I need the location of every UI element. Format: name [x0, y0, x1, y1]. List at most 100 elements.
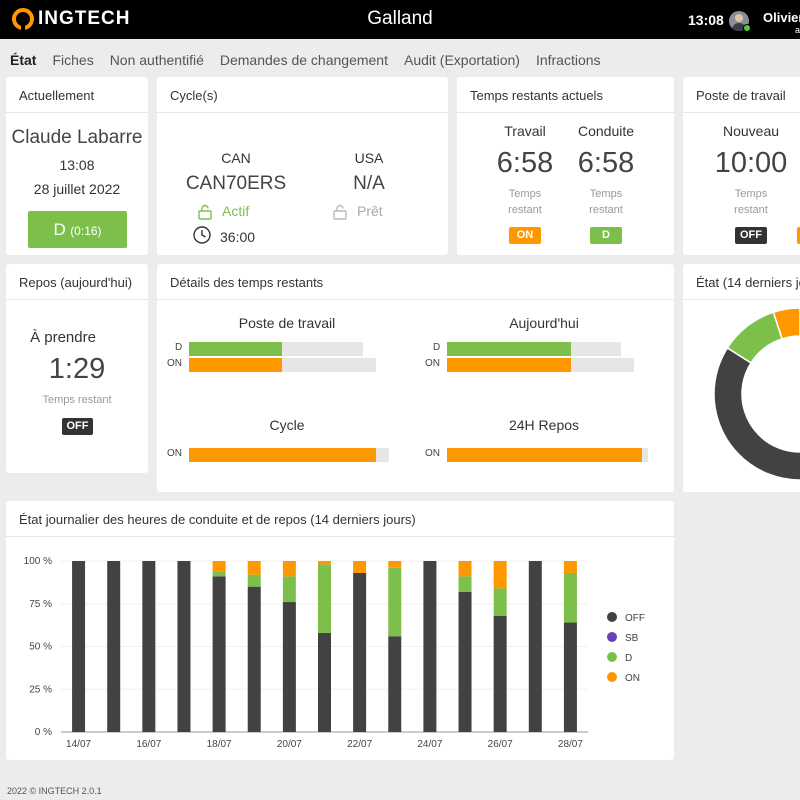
- bar-segment-d-25-07: [458, 576, 472, 592]
- shift-card: Poste de travail Nouveau 10:00 Temps res…: [683, 77, 800, 255]
- shift-card-title: Poste de travail: [683, 77, 800, 113]
- bar-segment-off-17-07: [177, 561, 191, 732]
- rest-card: Repos (aujourd'hui) À prendre 1:29 Temps…: [6, 264, 148, 473]
- cycle-usa-state: Prêt: [357, 203, 383, 219]
- footer-copyright: 2022 © INGTECH 2.0.1: [7, 786, 102, 796]
- x-tick-label: 16/07: [136, 739, 161, 750]
- remaining-card: Temps restants actuels Travail 6:58 Temp…: [457, 77, 674, 255]
- bar-segment-on-25-07: [458, 561, 472, 577]
- drive-value: 6:58: [577, 147, 635, 179]
- x-tick-label: 18/07: [207, 739, 232, 750]
- progress-bar-fill: [189, 448, 376, 462]
- bar-segment-off-23-07: [388, 636, 402, 732]
- progress-bar-track: [189, 342, 363, 356]
- bar-segment-off-26-07: [493, 615, 507, 732]
- current-date: 28 juillet 2022: [33, 181, 121, 197]
- avatar-body-shape: [732, 23, 746, 31]
- user-subtitle: a: [795, 25, 800, 35]
- details-card-title: Détails des temps restants: [157, 264, 674, 300]
- tab-demandes-changement[interactable]: Demandes de changement: [219, 52, 388, 68]
- bar-segment-d-18-07: [212, 571, 226, 577]
- brand-logo-icon: [12, 8, 34, 30]
- tab-non-authentifie[interactable]: Non authentifié: [109, 52, 204, 68]
- x-tick-label: 14/07: [66, 739, 91, 750]
- progress-bar-track: [447, 358, 634, 372]
- donut-chart: [713, 307, 800, 481]
- bar-segment-off-19-07: [247, 586, 261, 732]
- bar-segment-off-16-07: [142, 561, 156, 732]
- remaining-card-title: Temps restants actuels: [457, 77, 674, 113]
- details-card: Détails des temps restants Poste de trav…: [157, 264, 674, 492]
- progress-bar-fill: [447, 358, 571, 372]
- header-clock: 13:08: [688, 12, 724, 28]
- progress-bar-fill: [189, 342, 282, 356]
- tab-fiches[interactable]: Fiches: [52, 52, 94, 68]
- bar-segment-off-20-07: [282, 602, 296, 732]
- user-name[interactable]: Olivier: [763, 10, 800, 25]
- current-time: 13:08: [59, 157, 95, 173]
- legend-marker-off: [607, 612, 617, 622]
- shift-second-badge: [797, 227, 800, 244]
- brand-name: INGTECH: [38, 8, 131, 29]
- work-sub2: restant: [508, 204, 542, 216]
- app-title: Galland: [367, 8, 433, 29]
- progress-bar-track: [447, 448, 648, 462]
- legend-label-d[interactable]: D: [625, 653, 632, 664]
- x-tick-label: 26/07: [488, 739, 513, 750]
- progress-bar-fill: [447, 448, 642, 462]
- rest-label: À prendre: [30, 329, 96, 346]
- legend-label-off[interactable]: OFF: [625, 613, 645, 624]
- current-status-button[interactable]: D (0:16): [28, 211, 127, 248]
- drive-sub2: restant: [589, 204, 623, 216]
- drive-label: Conduite: [577, 123, 635, 139]
- tab-etat[interactable]: État: [10, 52, 37, 68]
- clock-icon: [193, 226, 211, 244]
- progress-bar-track: [447, 342, 621, 356]
- tab-audit[interactable]: Audit (Exportation): [403, 52, 520, 68]
- daily-chart-card: État journalier des heures de conduite e…: [6, 501, 674, 760]
- bar-segment-d-20-07: [282, 576, 296, 603]
- bar-segment-on-22-07: [353, 561, 367, 573]
- shift-status-badge: OFF: [735, 227, 767, 244]
- legend-marker-on: [607, 672, 617, 682]
- y-tick-label: 25 %: [29, 684, 52, 695]
- brand-logo[interactable]: INGTECH: [12, 8, 131, 30]
- daily-stacked-bar-chart: 0 % 25 % 50 % 75 % 100 % 14/07 16/07 18/07 20/07…: [24, 556, 645, 750]
- work-value: 6:58: [496, 147, 554, 179]
- drive-status-badge: D: [590, 227, 622, 244]
- bar-segment-off-24-07: [423, 561, 437, 732]
- bar-segment-off-27-07: [528, 561, 542, 732]
- bar-label: D: [175, 342, 183, 353]
- shift-sub2: restant: [734, 204, 768, 216]
- cycles-card: Cycle(s) CAN CAN70ERS Actif 36:00 USA N/…: [157, 77, 448, 255]
- progress-bar-fill: [447, 342, 571, 356]
- work-sub1: Temps: [508, 188, 542, 200]
- rest-card-title: Repos (aujourd'hui): [6, 264, 148, 300]
- cycle-usa-label: USA: [354, 150, 384, 166]
- cycle-can-label: CAN: [221, 150, 251, 166]
- rest-value: 1:29: [48, 353, 106, 385]
- tab-infractions[interactable]: Infractions: [535, 52, 601, 68]
- unlock-icon: [198, 204, 212, 220]
- bar-segment-on-28-07: [563, 561, 577, 573]
- bar-label: ON: [425, 448, 440, 459]
- bar-segment-d-21-07: [318, 564, 331, 633]
- rest-sub: Temps restant: [42, 394, 112, 406]
- cycle-can-state: Actif: [222, 203, 250, 219]
- bar-segment-on-26-07: [493, 561, 507, 589]
- state14-card-title: État (14 derniers jours): [683, 264, 800, 300]
- legend-marker-sb: [607, 632, 617, 642]
- y-tick-label: 50 %: [29, 642, 52, 653]
- x-tick-label: 28/07: [558, 739, 583, 750]
- bar-segment-off-18-07: [212, 576, 226, 732]
- legend-label-on[interactable]: ON: [625, 673, 640, 684]
- bar-segment-off-28-07: [563, 622, 577, 732]
- legend-label-sb[interactable]: SB: [625, 633, 639, 644]
- bar-segment-on-21-07: [318, 561, 331, 565]
- bar-segment-d-19-07: [247, 574, 261, 587]
- bar-segment-off-14-07: [72, 561, 86, 732]
- details-group-title: Cycle: [269, 417, 305, 433]
- bar-label: ON: [167, 358, 182, 369]
- shift-label: Nouveau: [722, 123, 780, 139]
- top-bar: INGTECH Galland 13:08 Olivier a: [0, 0, 800, 39]
